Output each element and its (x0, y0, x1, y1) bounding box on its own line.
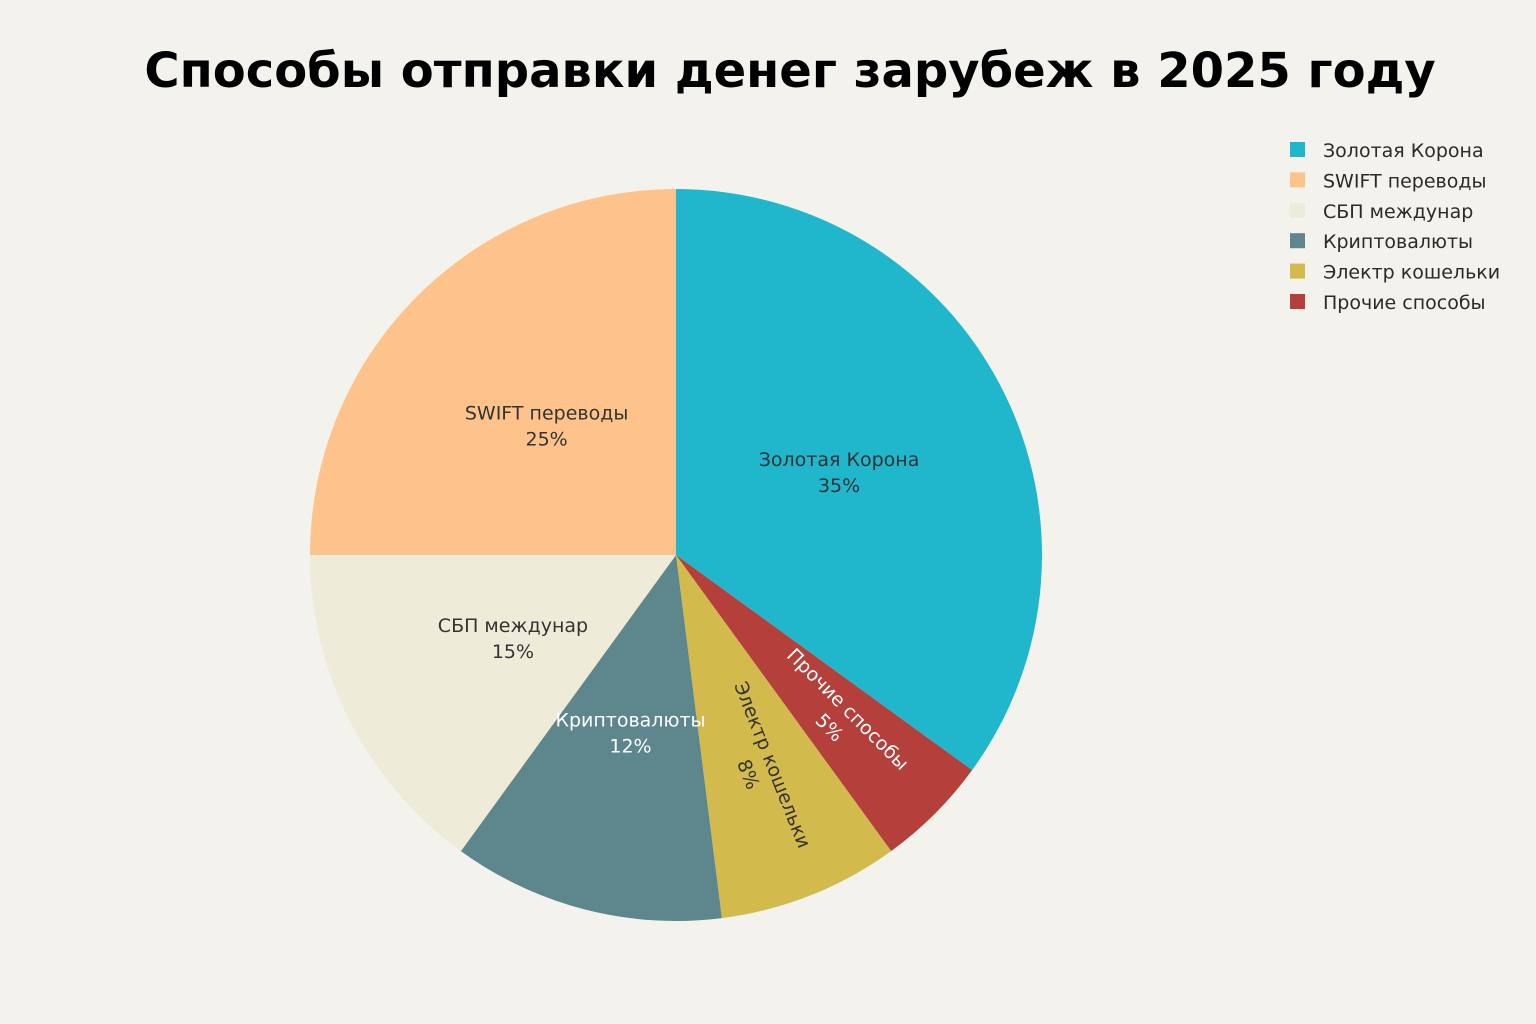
slice-label: Криптовалюты 12% (555, 709, 705, 757)
legend-swatch (1290, 233, 1305, 249)
slice-label: Золотая Корона 35% (759, 449, 920, 497)
slice-percent-label: 12% (609, 735, 651, 757)
legend-swatch (1290, 202, 1305, 218)
chart-title: Способы отправки денег зарубеж в 2025 го… (144, 43, 1435, 99)
legend-item: Золотая Корона (1290, 140, 1484, 162)
slice-name-label: Криптовалюты (555, 709, 705, 731)
slice-name-label: Золотая Корона (759, 449, 920, 471)
pie-slice (310, 555, 676, 852)
slice-name-label: SWIFT переводы (465, 403, 629, 425)
legend-item: Прочие способы (1290, 292, 1486, 314)
slice-percent-label: 35% (818, 475, 860, 497)
legend-item: Электр кошельки (1290, 262, 1500, 284)
pie-slice (676, 189, 1043, 771)
legend-label: Электр кошельки (1323, 262, 1500, 284)
slice-name-label: СБП междунар (438, 615, 588, 637)
legend-label: SWIFT переводы (1323, 170, 1487, 192)
pie-slice (460, 555, 722, 921)
legend-item: SWIFT переводы (1290, 170, 1487, 192)
slice-label: SWIFT переводы 25% (465, 403, 629, 451)
pie-slice (676, 555, 892, 919)
pie-slices (310, 189, 1043, 921)
legend-swatch (1290, 142, 1305, 157)
legend-swatch (1290, 294, 1305, 309)
pie-slice (310, 189, 676, 555)
legend-item: Криптовалюты (1290, 231, 1473, 253)
legend: Золотая Корона SWIFT переводы СБП междунар… (1290, 140, 1500, 314)
slice-percent-label: 15% (492, 641, 534, 663)
pie-slice (676, 555, 973, 852)
legend-swatch (1290, 263, 1305, 279)
legend-label: Прочие способы (1323, 292, 1486, 314)
legend-item: СБП междунар (1290, 201, 1473, 223)
slice-label: СБП междунар 15% (438, 615, 588, 663)
legend-swatch (1290, 172, 1305, 188)
legend-label: СБП междунар (1323, 201, 1473, 223)
slice-percent-label: 25% (525, 429, 567, 451)
legend-label: Золотая Корона (1323, 140, 1484, 162)
legend-label: Криптовалюты (1323, 231, 1473, 253)
